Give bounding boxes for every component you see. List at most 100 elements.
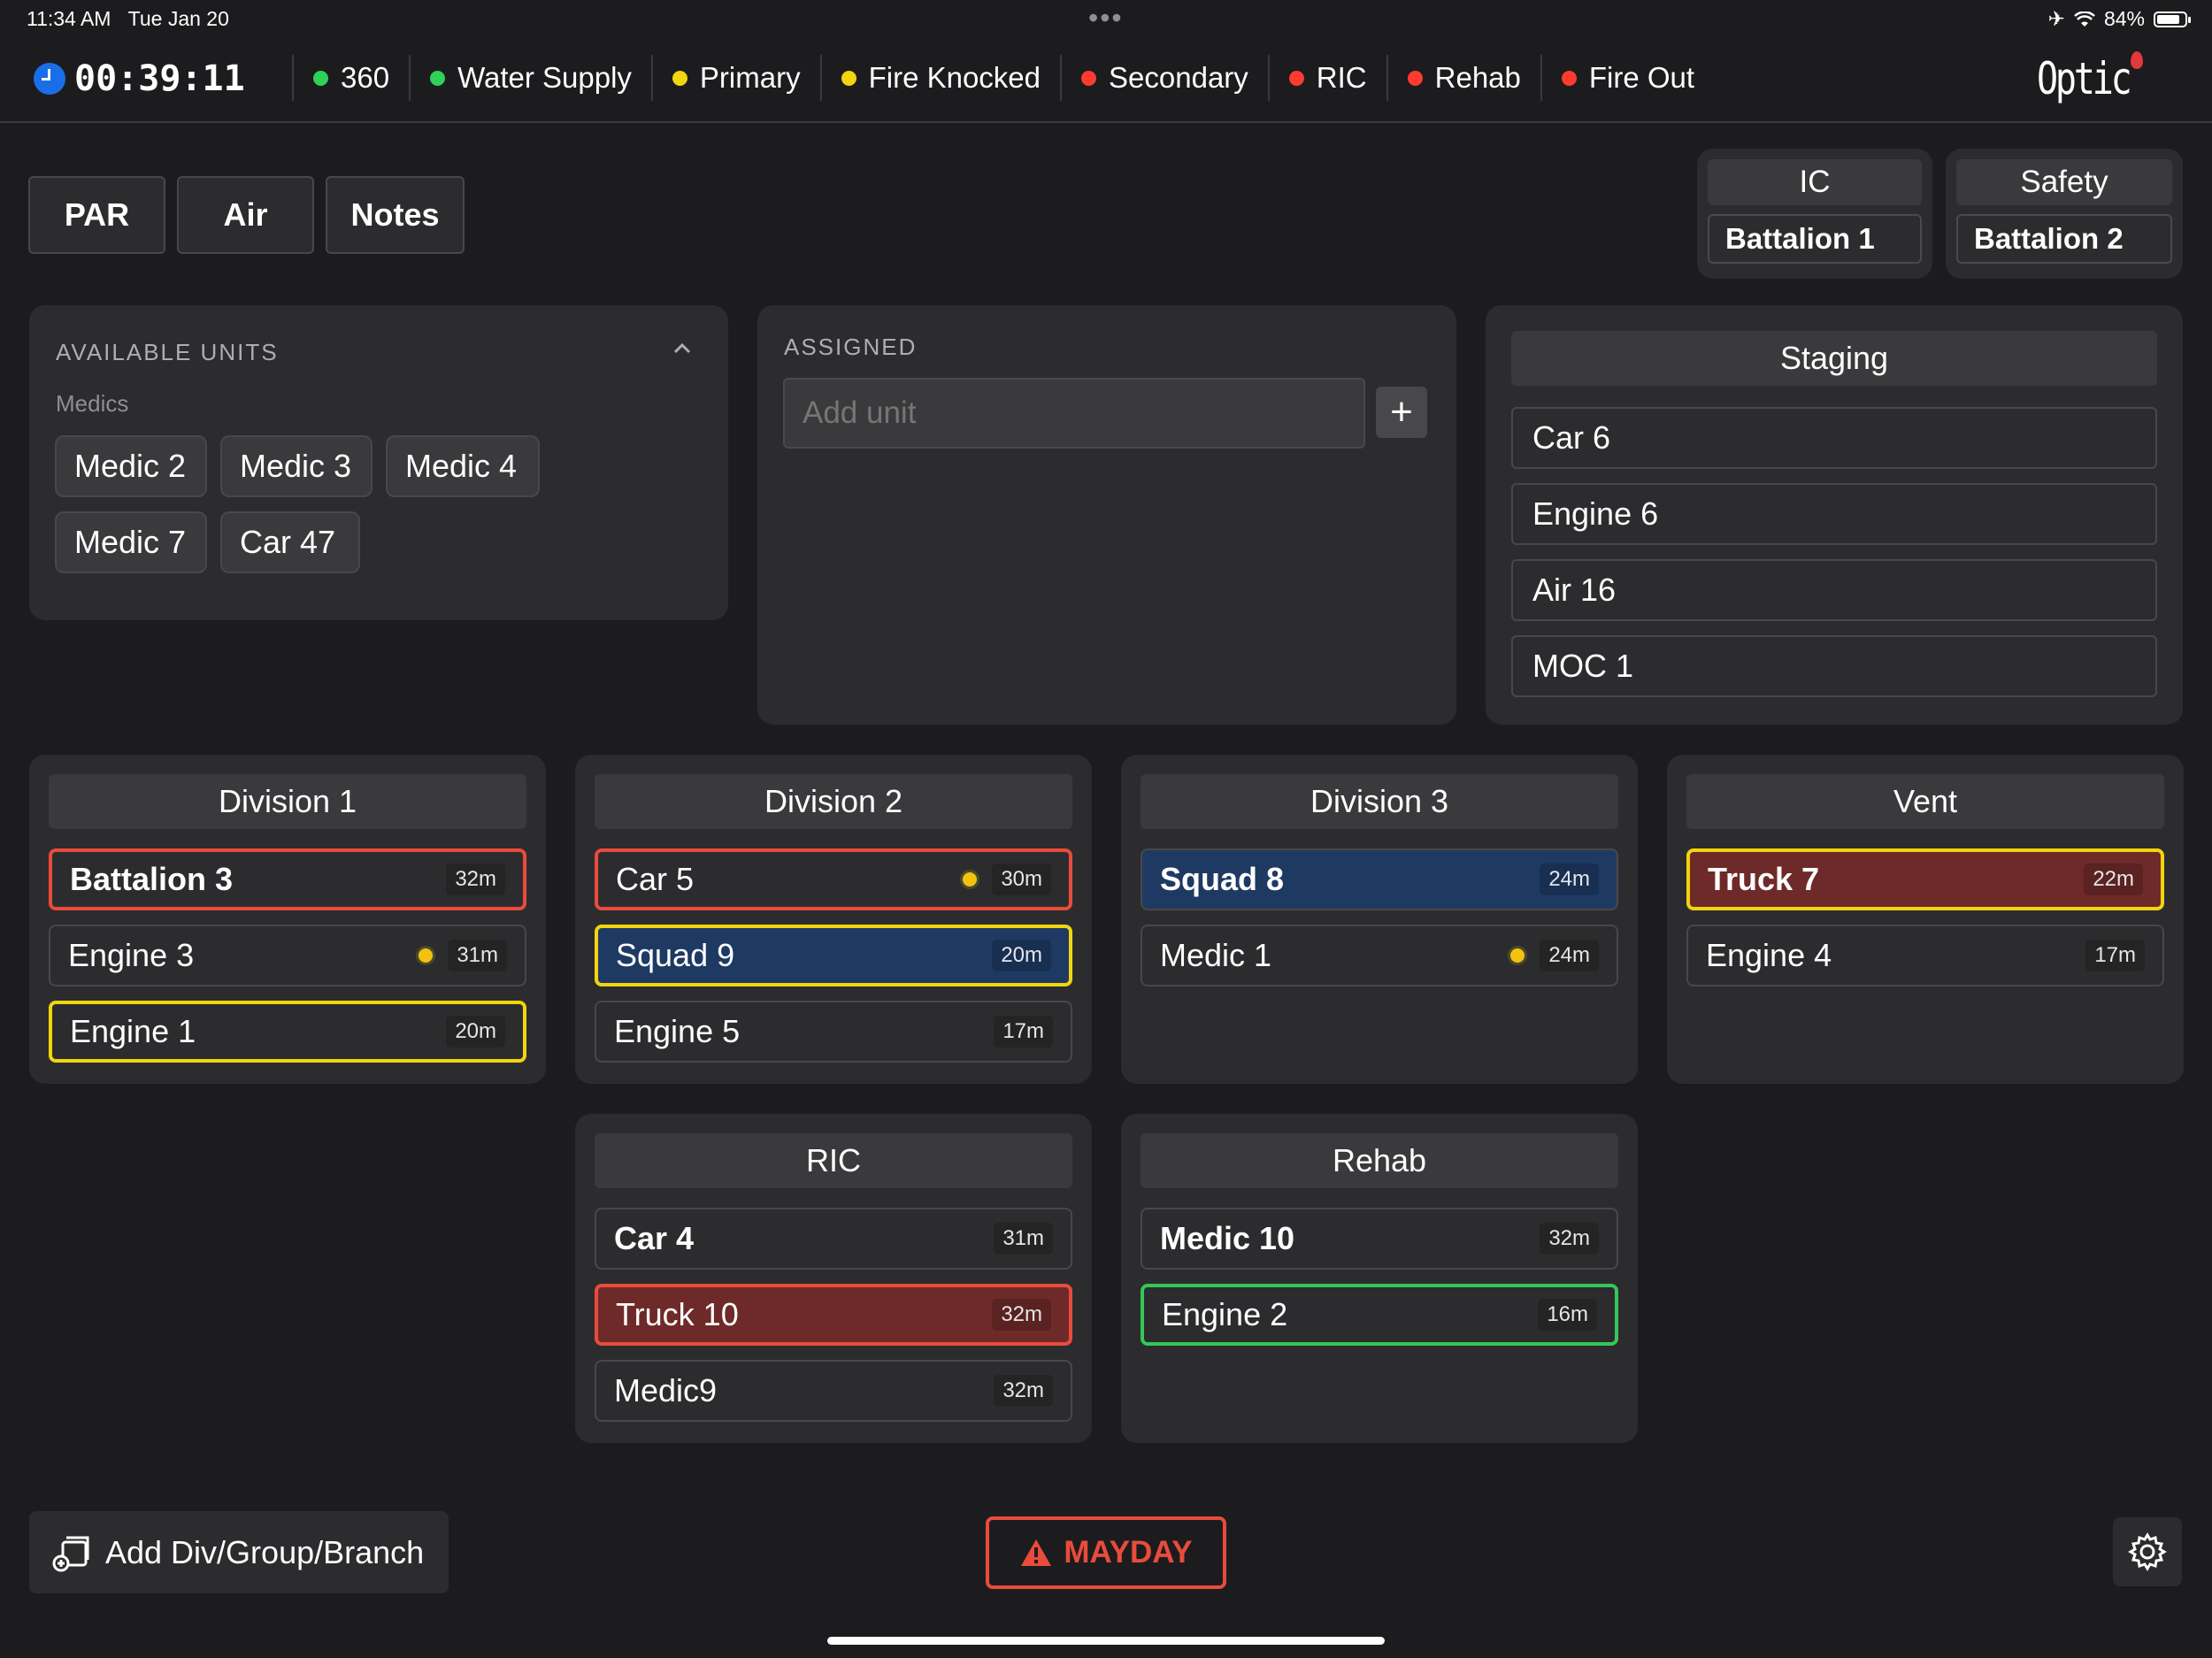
unit-row[interactable]: Car 5 30m	[595, 848, 1072, 910]
warning-icon	[1021, 1539, 1052, 1566]
battery-icon	[2154, 11, 2191, 27]
unit-row[interactable]: Truck 10 32m	[595, 1284, 1072, 1346]
unit-time: 31m	[994, 1223, 1053, 1255]
unit-row[interactable]: Battalion 3 32m	[49, 848, 526, 910]
air-button[interactable]: Air	[177, 176, 314, 254]
group-box: Rehab Medic 10 32m Engine 2 16m	[1121, 1114, 1638, 1443]
par-button[interactable]: PAR	[28, 176, 165, 254]
group-title[interactable]: RIC	[595, 1133, 1072, 1188]
unit-name: Squad 9	[616, 937, 735, 973]
add-unit-input[interactable]	[783, 378, 1365, 449]
unit-name: Truck 10	[616, 1296, 739, 1332]
unit-name: Engine 1	[70, 1013, 196, 1049]
home-indicator[interactable]	[827, 1637, 1385, 1645]
safety-value[interactable]: Battalion 2	[1956, 214, 2172, 264]
benchmark-item[interactable]: Fire Out	[1540, 55, 1714, 101]
benchmark-item[interactable]: Secondary	[1060, 55, 1268, 101]
unit-chip[interactable]: Medic 7	[55, 511, 207, 573]
group-title[interactable]: Division 2	[595, 774, 1072, 829]
available-units-title: AVAILABLE UNITS	[56, 339, 279, 365]
staging-unit[interactable]: Car 6	[1511, 407, 2157, 469]
chevron-up-icon[interactable]	[672, 341, 693, 357]
unit-row[interactable]: Engine 5 17m	[595, 1001, 1072, 1063]
staging-unit[interactable]: Air 16	[1511, 559, 2157, 621]
add-unit-button[interactable]: +	[1376, 387, 1427, 438]
incident-timer[interactable]: 00:39:11	[34, 58, 245, 99]
unit-row[interactable]: Engine 4 17m	[1686, 925, 2164, 986]
benchmark-label: Fire Out	[1588, 61, 1695, 94]
unit-chip[interactable]: Medic 2	[55, 435, 207, 497]
unit-name: Engine 2	[1162, 1296, 1288, 1332]
unit-name: Battalion 3	[70, 861, 234, 897]
checklist-bar: 00:39:11 360 Water Supply Primary Fire Knoc…	[0, 39, 2212, 123]
benchmark-item[interactable]: Fire Knocked	[819, 55, 1060, 101]
alert-dot-icon	[416, 946, 436, 965]
benchmark-item[interactable]: 360	[292, 55, 409, 101]
group-box: Division 1 Battalion 3 32m Engine 3 31m Engin…	[29, 755, 546, 1084]
unit-row[interactable]: Squad 8 24m	[1141, 848, 1618, 910]
unit-row[interactable]: Car 4 31m	[595, 1208, 1072, 1270]
unit-row[interactable]: Engine 2 16m	[1141, 1284, 1618, 1346]
benchmark-item[interactable]: RIC	[1267, 55, 1386, 101]
wifi-icon	[2074, 11, 2095, 27]
benchmark-item[interactable]: Primary	[650, 55, 820, 101]
benchmark-item[interactable]: Water Supply	[409, 55, 651, 101]
ic-title: IC	[1708, 159, 1922, 205]
benchmark-label: Water Supply	[457, 61, 632, 94]
unit-row[interactable]: Medic 10 32m	[1141, 1208, 1618, 1270]
unit-name: Engine 5	[614, 1013, 741, 1049]
unit-chip[interactable]: Medic 3	[220, 435, 373, 497]
unit-row[interactable]: Truck 7 22m	[1686, 848, 2164, 910]
settings-button[interactable]	[2113, 1517, 2182, 1586]
status-dot-icon	[1288, 70, 1304, 86]
benchmark-item[interactable]: Rehab	[1386, 55, 1540, 101]
unit-name: Medic 10	[1160, 1220, 1295, 1256]
benchmark-label: Rehab	[1434, 61, 1521, 94]
airplane-icon: ✈	[2047, 7, 2065, 30]
group-box: RIC Car 4 31m Truck 10 32m Medic9 32m	[575, 1114, 1092, 1443]
unit-time: 17m	[2085, 940, 2145, 971]
staging-panel: Staging Car 6 Engine 6 Air 16 MOC 1	[1486, 305, 2183, 725]
group-title[interactable]: Division 1	[49, 774, 526, 829]
status-dot-icon	[1561, 70, 1577, 86]
unit-row[interactable]: Squad 9 20m	[595, 925, 1072, 986]
status-dot-icon	[1081, 70, 1097, 86]
benchmark-label: RIC	[1316, 61, 1367, 94]
unit-name: Medic 1	[1160, 937, 1272, 973]
group-title[interactable]: Vent	[1686, 774, 2164, 829]
group-box: Division 3 Squad 8 24m Medic 1 24m	[1121, 755, 1638, 1084]
flame-icon	[2131, 51, 2143, 69]
status-dot-icon	[672, 70, 687, 86]
unit-name: Engine 4	[1706, 937, 1832, 973]
unit-chip[interactable]: Medic 4	[386, 435, 540, 497]
unit-row[interactable]: Medic 1 24m	[1141, 925, 1618, 986]
unit-name: Car 4	[614, 1220, 695, 1256]
ic-box: IC Battalion 1	[1697, 149, 1932, 279]
add-group-button[interactable]: Add Div/Group/Branch	[29, 1511, 449, 1593]
mayday-button[interactable]: MAYDAY	[986, 1516, 1226, 1589]
assigned-title: ASSIGNED	[784, 334, 918, 360]
group-box: Vent Truck 7 22m Engine 4 17m	[1667, 755, 2184, 1084]
optic-logo: Optic	[2037, 53, 2133, 104]
unit-row[interactable]: Medic9 32m	[595, 1360, 1072, 1422]
mayday-label: MAYDAY	[1064, 1535, 1193, 1570]
group-title[interactable]: Division 3	[1141, 774, 1618, 829]
unit-time: 31m	[448, 940, 507, 971]
status-dot-icon	[841, 70, 856, 86]
staging-unit[interactable]: MOC 1	[1511, 635, 2157, 697]
unit-row[interactable]: Engine 1 20m	[49, 1001, 526, 1063]
ic-value[interactable]: Battalion 1	[1708, 214, 1922, 264]
unit-name: Medic9	[614, 1372, 718, 1409]
group-title[interactable]: Rehab	[1141, 1133, 1618, 1188]
staging-unit[interactable]: Engine 6	[1511, 483, 2157, 545]
unit-time: 16m	[1538, 1299, 1597, 1331]
alert-dot-icon	[1508, 946, 1528, 965]
unit-time: 24m	[1540, 940, 1599, 971]
status-dot-icon	[1407, 70, 1423, 86]
notes-button[interactable]: Notes	[326, 176, 465, 254]
multitasking-dots[interactable]: •••	[1088, 2, 1124, 34]
unit-chip[interactable]: Car 47	[220, 511, 360, 573]
benchmark-label: 360	[341, 61, 390, 94]
unit-row[interactable]: Engine 3 31m	[49, 925, 526, 986]
add-group-label: Add Div/Group/Branch	[105, 1533, 425, 1570]
